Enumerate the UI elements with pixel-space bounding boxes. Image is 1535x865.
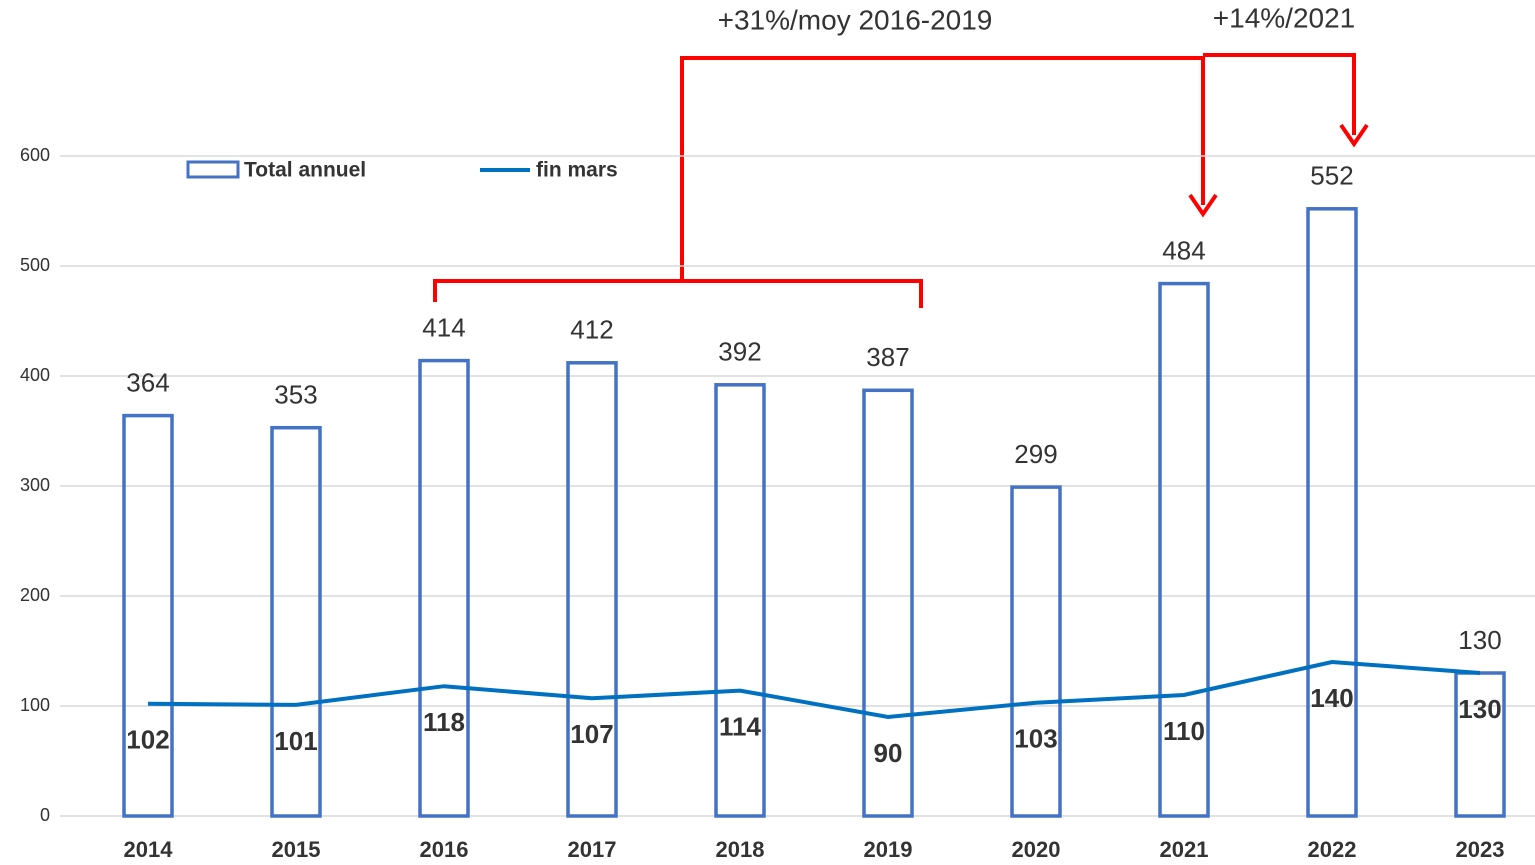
data-label: 552: [1310, 161, 1353, 191]
data-label: 140: [1310, 683, 1353, 713]
x-tick-label: 2016: [420, 837, 469, 862]
data-label: 118: [423, 707, 465, 737]
data-label: 392: [718, 337, 761, 367]
y-tick-label: 500: [20, 255, 50, 275]
data-label: 107: [570, 719, 613, 749]
x-tick-label: 2021: [1160, 837, 1209, 862]
x-tick-label: 2018: [716, 837, 765, 862]
bar: [1158, 281, 1210, 818]
y-tick-label: 200: [20, 585, 50, 605]
arrowhead: [1188, 193, 1218, 218]
data-label: 412: [570, 315, 613, 345]
x-tick-label: 2019: [864, 837, 913, 862]
x-tick-label: 2015: [272, 837, 321, 862]
legend-label: Total annuel: [244, 159, 366, 182]
data-label: 114: [719, 711, 761, 741]
y-tick-label: 400: [20, 365, 50, 385]
x-tick-label: 2020: [1012, 837, 1061, 862]
data-label: 353: [274, 380, 317, 410]
data-label: 299: [1014, 439, 1057, 469]
data-label: 101: [274, 726, 317, 756]
data-label: 414: [422, 312, 465, 342]
annotation-brackets: [433, 53, 1369, 308]
bar: [1306, 207, 1358, 818]
legend-label: fin mars: [536, 159, 618, 182]
line: [147, 659, 1481, 720]
annotation: +31%/moy 2016-2019: [718, 4, 993, 35]
x-tick-label: 2014: [124, 837, 174, 862]
data-label: 364: [126, 367, 169, 397]
data-label: 102: [126, 725, 169, 755]
data-label: 484: [1162, 235, 1205, 265]
y-tick-label: 300: [20, 475, 50, 495]
data-label: 103: [1014, 724, 1057, 754]
bar: [270, 425, 322, 818]
bar: [714, 383, 766, 818]
bar: [122, 413, 174, 818]
data-label: 387: [866, 342, 909, 372]
data-label: 90: [874, 738, 903, 768]
bar: [418, 358, 470, 818]
legend-swatch: [186, 160, 240, 179]
bracket: [433, 279, 923, 308]
x-tick-label: 2023: [1456, 837, 1505, 862]
bar: [566, 361, 618, 818]
data-label: 110: [1163, 716, 1205, 746]
bracket: [1203, 53, 1356, 135]
data-label: 130: [1458, 694, 1501, 724]
bar: [862, 388, 914, 818]
arrowhead: [1339, 123, 1369, 148]
y-tick-label: 600: [20, 145, 50, 165]
y-tick-label: 100: [20, 695, 50, 715]
x-tick-label: 2022: [1308, 837, 1357, 862]
x-tick-label: 2017: [568, 837, 617, 862]
bracket: [680, 56, 1205, 281]
data-label: 130: [1458, 625, 1501, 655]
bar: [1010, 485, 1062, 818]
annotation: +14%/2021: [1213, 2, 1355, 33]
y-tick-label: 0: [40, 805, 50, 825]
